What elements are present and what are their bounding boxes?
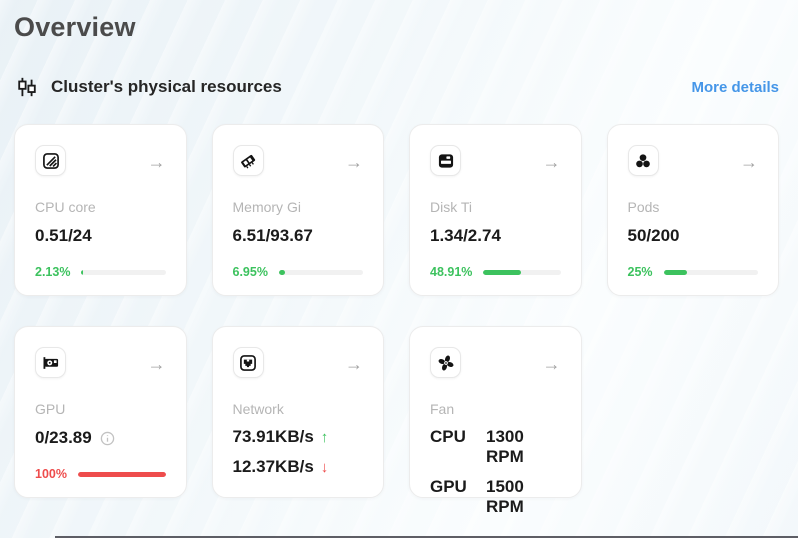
section-header: Cluster's physical resources More detail… [16, 76, 779, 98]
card-value: 0.51/24 [35, 226, 92, 245]
network-icon [232, 347, 264, 378]
disk-icon [430, 145, 461, 176]
progress-bar [483, 269, 561, 275]
arrow-right-icon[interactable]: → [542, 354, 561, 374]
fan-speed: 1500 RPM [486, 477, 524, 516]
arrow-right-icon[interactable]: → [345, 354, 363, 374]
fan-row-cpu: CPU 1300 RPM [430, 427, 561, 467]
usage-progress: 6.95% [232, 265, 363, 279]
usage-progress: 25% [627, 265, 758, 279]
usage-percent: 100% [35, 467, 67, 481]
progress-bar [81, 269, 166, 275]
resource-card-disk[interactable]: → Disk Ti 1.34/2.74 48.91% [409, 124, 582, 296]
arrow-right-icon[interactable]: → [147, 354, 166, 374]
arrow-right-icon[interactable]: → [345, 152, 363, 172]
progress-fill [278, 269, 285, 275]
upload-arrow-icon: ↑ [320, 428, 329, 446]
arrow-right-icon[interactable]: → [542, 152, 561, 172]
card-value: 6.51/93.67 [232, 226, 313, 245]
card-label: CPU core [35, 199, 96, 215]
upload-speed: 73.91KB/s [232, 427, 314, 446]
network-upload: 73.91KB/s ↑ [233, 427, 364, 447]
fan-target: CPU [430, 427, 466, 446]
usage-percent: 2.13% [35, 265, 71, 279]
resource-card-fan[interactable]: → Fan CPU 1300 RPM GPU 1500 RPM [409, 326, 582, 516]
info-icon[interactable] [100, 431, 115, 446]
progress-fill [81, 269, 84, 275]
card-label: Disk Ti [430, 199, 472, 215]
usage-percent: 25% [627, 265, 653, 279]
page-title: Overview [14, 12, 136, 42]
pods-icon [627, 145, 659, 176]
download-arrow-icon: ↓ [320, 458, 329, 476]
fan-icon [430, 347, 461, 378]
card-value: 0/23.89 [35, 428, 166, 448]
card-label: Fan [430, 401, 455, 417]
fan-row-gpu: GPU 1500 RPM [430, 477, 561, 517]
card-value: 50/200 [627, 226, 680, 245]
resource-card-memory[interactable]: → Memory Gi 6.51/93.67 6.95% [211, 124, 384, 296]
usage-percent: 48.91% [430, 265, 473, 279]
progress-bar [278, 269, 363, 275]
cpu-icon [35, 145, 66, 176]
progress-bar [77, 471, 166, 477]
arrow-right-icon[interactable]: → [147, 152, 166, 172]
arrow-right-icon[interactable]: → [740, 152, 758, 172]
download-speed: 12.37KB/s [232, 457, 314, 476]
usage-progress: 2.13% [35, 265, 166, 279]
network-download: 12.37KB/s ↓ [233, 457, 364, 477]
progress-bar [663, 269, 758, 275]
resource-card-cpu[interactable]: → CPU core 0.51/24 2.13% [14, 124, 187, 296]
section-title: Cluster's physical resources [51, 77, 282, 96]
memory-icon [232, 145, 264, 176]
usage-progress: 100% [35, 467, 166, 481]
progress-fill [663, 269, 688, 275]
fan-target: GPU [430, 477, 467, 496]
card-value: 1.34/2.74 [430, 226, 501, 245]
resource-card-gpu[interactable]: → GPU 0/23.89 100% [14, 326, 187, 498]
card-label: Network [232, 401, 284, 417]
fan-speed: 1300 RPM [486, 427, 524, 466]
gpu-icon [35, 347, 66, 378]
resource-cards-grid: → CPU core 0.51/24 2.13% [14, 124, 779, 516]
card-label: Memory Gi [232, 199, 301, 215]
progress-fill [77, 471, 166, 477]
gpu-value-text: 0/23.89 [35, 428, 92, 447]
card-label: GPU [35, 401, 66, 417]
progress-fill [483, 269, 522, 275]
resource-card-network[interactable]: → Network 73.91KB/s ↑ 12.37KB/s ↓ [211, 326, 384, 498]
more-details-link[interactable]: More details [691, 78, 779, 96]
usage-progress: 48.91% [430, 265, 561, 279]
resource-card-pods[interactable]: → Pods 50/200 25% [606, 124, 779, 296]
sliders-icon [16, 76, 38, 98]
card-label: Pods [627, 199, 660, 215]
usage-percent: 6.95% [232, 265, 268, 279]
bottom-edge-strip [55, 536, 798, 538]
